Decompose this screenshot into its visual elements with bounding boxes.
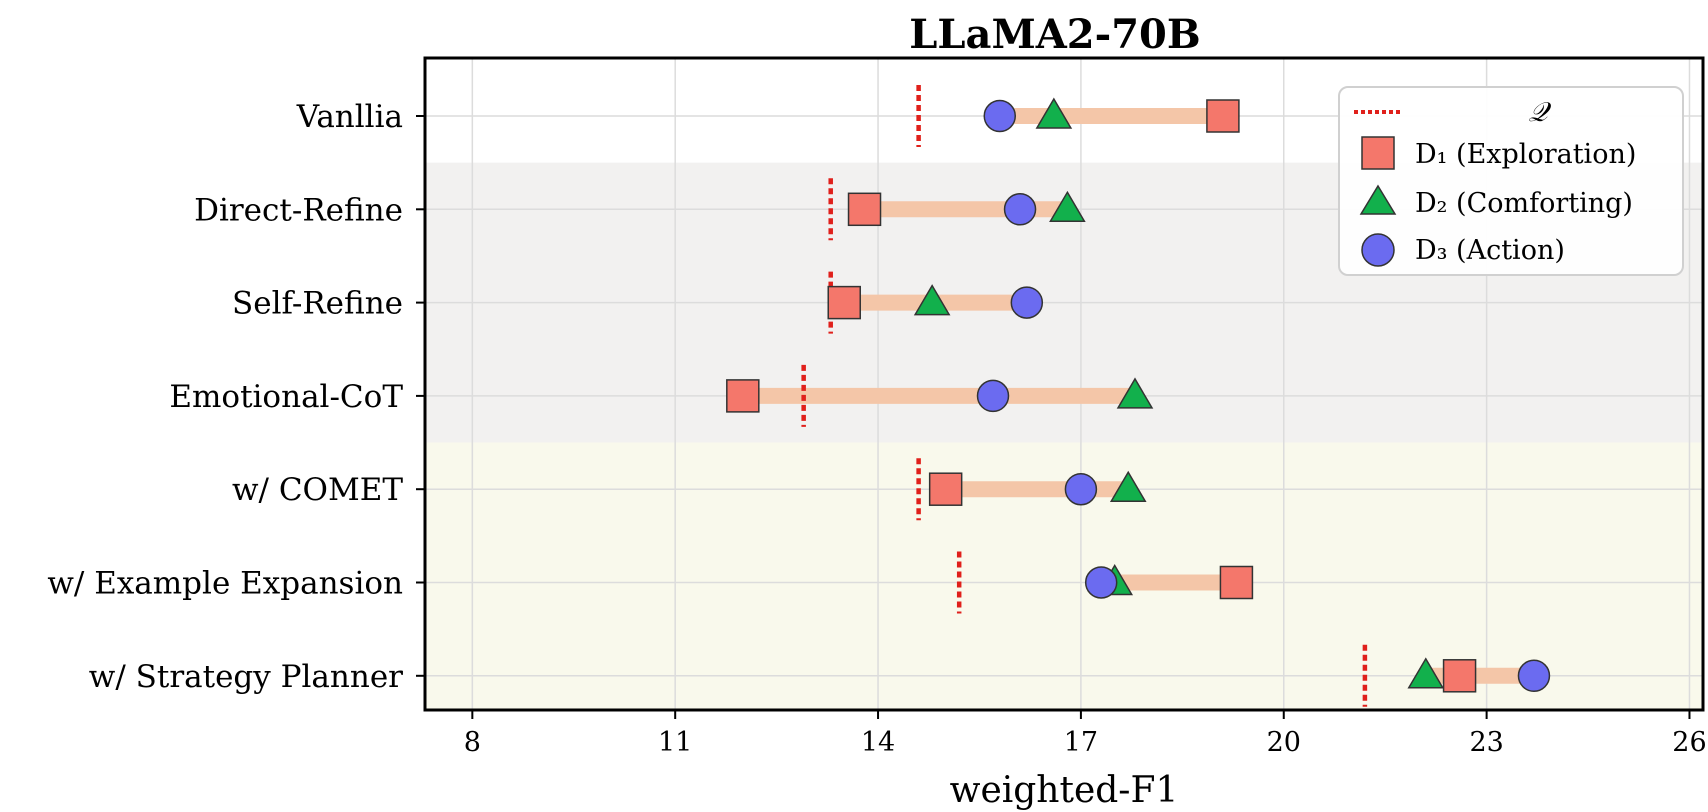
legend-d1-label: D₁ (Exploration): [1415, 139, 1636, 170]
marker-d2-comforting-w-strategy-planner: [1407, 657, 1445, 689]
marker-d3-action-self-refine: [1010, 286, 1044, 319]
plot-frame: [423, 56, 1705, 712]
marker-d1-exploration-vanllia: [1206, 99, 1240, 133]
x-tick-label-8: 8: [464, 727, 481, 758]
legend-d2-label: D₂ (Comforting): [1415, 188, 1633, 219]
marker-d1-exploration-direct-refine: [847, 192, 882, 227]
x-tick-label-20: 20: [1267, 727, 1301, 758]
category-label-w-comet: w/ COMET: [232, 472, 403, 508]
marker-d1-exploration-emotional-cot: [726, 379, 760, 413]
marker-d1-exploration-w-example-expansion: [1219, 565, 1254, 600]
marker-d3-action-w-example-expansion: [1084, 566, 1118, 599]
marker-d3-action-emotional-cot: [976, 379, 1010, 413]
x-axis-label: weighted-F1: [950, 770, 1179, 811]
category-label-w-strategy-planner: w/ Strategy Planner: [89, 659, 403, 695]
marker-d1-exploration-self-refine: [827, 285, 861, 320]
y-axis-ticks: Vanllia Direct-Refine Self-Refine Emotional…: [47, 99, 425, 695]
chart-title: LLaMA2-70B: [909, 11, 1200, 58]
marker-d2-comforting-direct-refine: [1049, 190, 1086, 223]
marker-d3-action-w-strategy-planner: [1517, 659, 1551, 693]
category-label-vanllia: Vanllia: [296, 99, 403, 135]
marker-d2-comforting-vanllia: [1035, 97, 1073, 129]
marker-d2-comforting-emotional-cot: [1116, 377, 1154, 409]
marker-d1-exploration-w-comet: [928, 472, 963, 506]
marker-d3-action-vanllia: [983, 99, 1017, 133]
legend-d3-swatch: [1361, 233, 1395, 267]
category-label-w-example-expansion: w/ Example Expansion: [47, 566, 403, 602]
marker-d3-action-direct-refine: [1003, 193, 1037, 226]
category-label-self-refine: Self-Refine: [232, 286, 403, 322]
legend-d2-swatch: [1359, 184, 1397, 215]
x-tick-label-17: 17: [1064, 727, 1098, 758]
category-label-direct-refine: Direct-Refine: [194, 192, 403, 228]
x-tick-label-11: 11: [658, 727, 692, 758]
marker-d2-comforting-self-refine: [913, 284, 951, 316]
legend-d3-label: D₃ (Action): [1415, 235, 1565, 266]
category-label-emotional-cot: Emotional-CoT: [169, 379, 403, 415]
marker-d2-comforting-w-comet: [1109, 470, 1147, 502]
legend-d1-swatch: [1361, 136, 1395, 170]
legend: 𝒬 D₁ (Exploration) D₂ (Comforting) D₃ (A…: [1338, 86, 1684, 276]
marker-d1-exploration-w-strategy-planner: [1442, 659, 1477, 693]
legend-box: [1338, 86, 1684, 276]
x-axis-ticks: 8 11 14 17 20 23 26: [464, 710, 1707, 758]
x-tick-label-14: 14: [861, 727, 895, 758]
x-tick-label-26: 26: [1672, 727, 1706, 758]
marker-d3-action-w-comet: [1064, 472, 1098, 506]
data-marks: [726, 85, 1551, 707]
x-tick-label-23: 23: [1469, 727, 1503, 758]
